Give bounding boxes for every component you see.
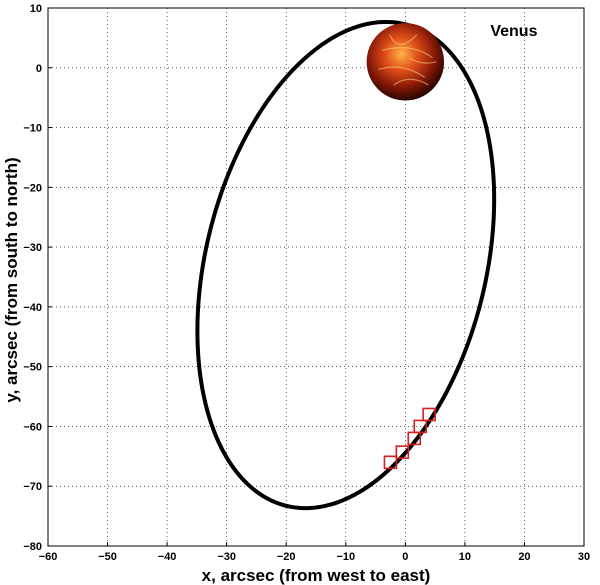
y-tick-label: 0 bbox=[36, 63, 42, 75]
venus-surface-feature bbox=[381, 47, 433, 59]
x-tick-label: −60 bbox=[39, 551, 58, 563]
y-axis-label: y, arcsec (from south to north) bbox=[2, 157, 21, 402]
venus-surface-feature bbox=[393, 78, 429, 86]
x-axis-label: x, arcsec (from west to east) bbox=[202, 566, 431, 585]
tick-labels: −60 −50 −40 −30 −20 −10 0 10 20 30 10 0 −10 −20 −30 −40… bbox=[23, 3, 590, 563]
position-marker bbox=[383, 455, 398, 470]
venus-surface-feature bbox=[389, 34, 418, 45]
x-tick-label: −40 bbox=[158, 551, 177, 563]
y-tick-label: −70 bbox=[23, 481, 42, 493]
x-tick-label: −20 bbox=[277, 551, 296, 563]
y-tick-label: 10 bbox=[30, 3, 42, 15]
axes-frame bbox=[47, 7, 585, 547]
venus-surface-feature bbox=[378, 66, 426, 78]
y-tick-label: −40 bbox=[23, 302, 42, 314]
x-tick-label: −30 bbox=[217, 551, 236, 563]
position-marker bbox=[395, 445, 410, 459]
y-tick-label: −30 bbox=[23, 242, 42, 254]
position-marker bbox=[413, 419, 428, 434]
x-tick-label: −10 bbox=[336, 551, 355, 563]
venus-surface-feature bbox=[408, 57, 437, 64]
position-marker bbox=[422, 407, 436, 422]
orbit-path bbox=[195, 19, 497, 511]
plot-area bbox=[195, 19, 497, 511]
y-tick-label: −60 bbox=[23, 421, 42, 433]
y-tick-label: −80 bbox=[23, 541, 42, 553]
x-tick-label: 10 bbox=[459, 551, 471, 563]
x-tick-label: 0 bbox=[402, 551, 408, 563]
x-tick-label: 30 bbox=[578, 551, 590, 563]
venus-label: Venus bbox=[490, 23, 537, 40]
x-tick-label: −50 bbox=[98, 551, 117, 563]
y-tick-label: −10 bbox=[23, 123, 42, 135]
y-tick-label: −20 bbox=[23, 182, 42, 194]
x-tick-label: 20 bbox=[518, 551, 530, 563]
venus-disk bbox=[366, 23, 445, 101]
y-tick-label: −50 bbox=[23, 362, 42, 374]
grid-lines bbox=[48, 8, 584, 546]
